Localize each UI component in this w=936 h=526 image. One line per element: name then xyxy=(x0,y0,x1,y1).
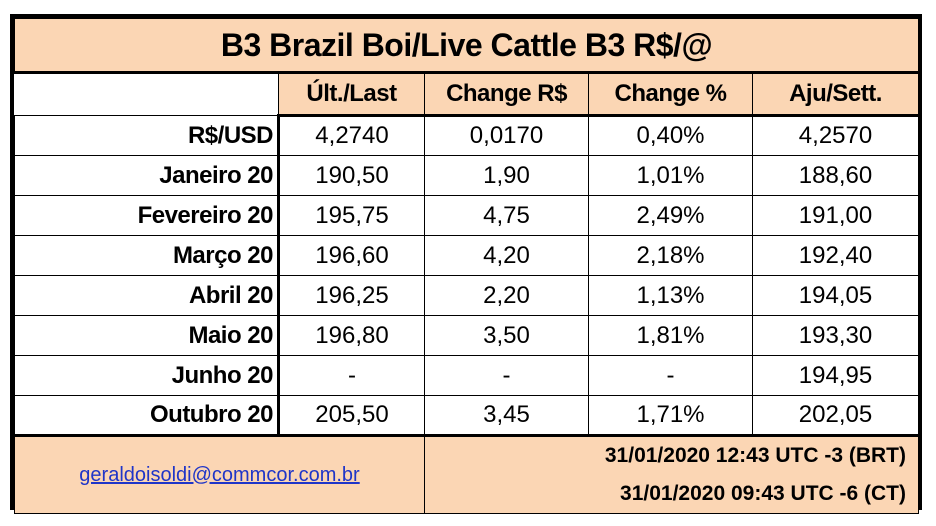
cell-last: 190,50 xyxy=(278,155,425,196)
cell-last: 205,50 xyxy=(278,395,425,436)
cell-settle: 4,2570 xyxy=(751,115,920,156)
table-row: Janeiro 20 190,50 1,90 1,01% 188,60 xyxy=(14,155,920,196)
timestamp-ct: 31/01/2020 09:43 UTC -6 (CT) xyxy=(620,482,907,505)
row-label: Fevereiro 20 xyxy=(14,195,280,236)
cell-last: 196,25 xyxy=(278,275,425,316)
cell-change-pct: 2,18% xyxy=(588,235,753,276)
cell-last: 4,2740 xyxy=(278,115,425,156)
cell-change-pct: 1,13% xyxy=(588,275,753,316)
row-label: Junho 20 xyxy=(14,355,280,396)
table-row: Outubro 20 205,50 3,45 1,71% 202,05 xyxy=(14,395,920,436)
col-header-change-pct: Change % xyxy=(588,72,753,117)
cell-change-pct: 2,49% xyxy=(588,195,753,236)
table-row: Abril 20 196,25 2,20 1,13% 194,05 xyxy=(14,275,920,316)
cell-change: 3,45 xyxy=(424,395,589,436)
cell-change: 2,20 xyxy=(424,275,589,316)
row-label: Abril 20 xyxy=(14,275,280,316)
cell-last: 196,60 xyxy=(278,235,425,276)
row-label: Março 20 xyxy=(14,235,280,276)
cell-change-pct: 1,01% xyxy=(588,155,753,196)
cell-change-pct: 1,71% xyxy=(588,395,753,436)
table-row: Fevereiro 20 195,75 4,75 2,49% 191,00 xyxy=(14,195,920,236)
cell-settle: 194,05 xyxy=(751,275,920,316)
footer-contact: geraldoisoldi@commcor.com.br xyxy=(14,434,425,514)
cell-settle: 202,05 xyxy=(751,395,920,436)
row-label: R$/USD xyxy=(14,115,280,156)
row-label: Janeiro 20 xyxy=(14,155,280,196)
cell-change: 1,90 xyxy=(424,155,589,196)
table-row: Março 20 196,60 4,20 2,18% 192,40 xyxy=(14,235,920,276)
cell-change: - xyxy=(424,355,589,396)
cell-last: - xyxy=(278,355,425,396)
cell-change: 3,50 xyxy=(424,315,589,356)
table-row: Maio 20 196,80 3,50 1,81% 193,30 xyxy=(14,315,920,356)
col-header-change: Change R$ xyxy=(424,72,589,117)
cell-settle: 188,60 xyxy=(751,155,920,196)
cell-change: 0,0170 xyxy=(424,115,589,156)
table-row: R$/USD 4,2740 0,0170 0,40% 4,2570 xyxy=(14,115,920,156)
cell-change-pct: 0,40% xyxy=(588,115,753,156)
table-title: B3 Brazil Boi/Live Cattle B3 R$/@ xyxy=(13,18,920,74)
cell-last: 196,80 xyxy=(278,315,425,356)
cell-settle: 194,95 xyxy=(751,355,920,396)
table-row: Junho 20 - - - 194,95 xyxy=(14,355,920,396)
header-blank-cell xyxy=(14,71,279,116)
cell-change-pct: - xyxy=(588,355,753,396)
cell-change: 4,75 xyxy=(424,195,589,236)
footer-timestamps: 31/01/2020 12:43 UTC -3 (BRT) 31/01/2020… xyxy=(423,434,920,514)
cell-change: 4,20 xyxy=(424,235,589,276)
cell-settle: 193,30 xyxy=(751,315,920,356)
quote-table: B3 Brazil Boi/Live Cattle B3 R$/@ Últ./L… xyxy=(13,18,920,514)
quote-table-frame: B3 Brazil Boi/Live Cattle B3 R$/@ Últ./L… xyxy=(10,14,922,514)
col-header-settle: Aju/Sett. xyxy=(751,72,920,117)
col-header-last: Últ./Last xyxy=(278,72,425,117)
cell-settle: 191,00 xyxy=(751,195,920,236)
cell-settle: 192,40 xyxy=(751,235,920,276)
email-link[interactable]: geraldoisoldi@commcor.com.br xyxy=(79,463,360,486)
timestamp-brt: 31/01/2020 12:43 UTC -3 (BRT) xyxy=(604,444,907,467)
row-label: Outubro 20 xyxy=(14,395,280,436)
cell-change-pct: 1,81% xyxy=(588,315,753,356)
row-label: Maio 20 xyxy=(14,315,280,356)
cell-last: 195,75 xyxy=(278,195,425,236)
